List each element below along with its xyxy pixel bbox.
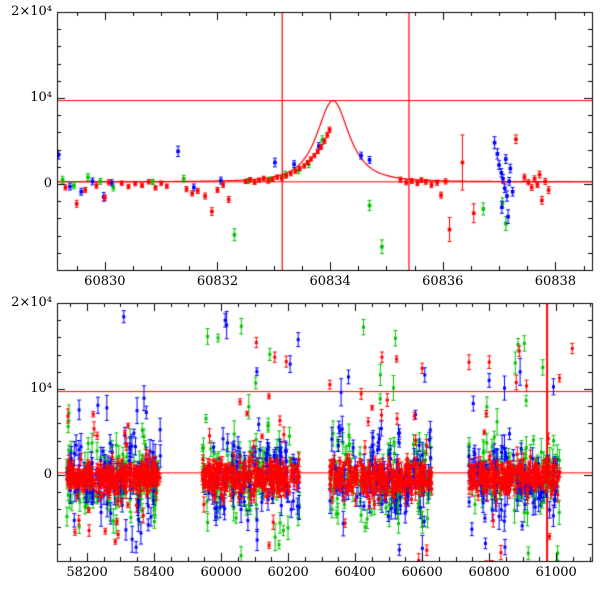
light-curve-figure: 60830 60832 60834 60836 60838 0 10⁴ 2×10⁴ 58200 5… [0, 0, 600, 600]
plot-canvas [0, 0, 600, 600]
